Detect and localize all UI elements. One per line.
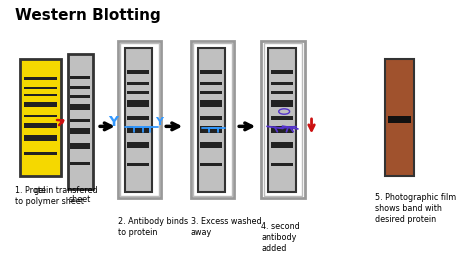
Bar: [384, 60, 414, 176]
Bar: [271, 91, 293, 94]
Bar: [200, 117, 222, 120]
Bar: [70, 87, 90, 90]
Bar: [200, 142, 222, 149]
Bar: [200, 126, 222, 133]
Bar: [128, 101, 149, 107]
Bar: [268, 49, 296, 192]
Bar: [261, 42, 305, 199]
Text: Y: Y: [155, 116, 163, 126]
Bar: [67, 55, 92, 189]
Bar: [120, 44, 159, 196]
Bar: [128, 142, 149, 149]
Bar: [24, 87, 56, 90]
Bar: [200, 83, 222, 86]
Bar: [271, 126, 293, 133]
Bar: [128, 91, 149, 94]
Bar: [24, 123, 56, 128]
Bar: [271, 101, 293, 107]
Bar: [128, 163, 149, 166]
Bar: [128, 126, 149, 133]
Bar: [200, 101, 222, 107]
Bar: [70, 76, 90, 79]
Bar: [24, 115, 56, 118]
Bar: [128, 71, 149, 74]
Bar: [24, 102, 56, 107]
Bar: [125, 49, 152, 192]
Bar: [118, 42, 161, 199]
Bar: [24, 78, 56, 81]
Text: Western Blotting: Western Blotting: [15, 8, 161, 23]
Bar: [70, 119, 90, 122]
Bar: [200, 91, 222, 94]
Bar: [19, 60, 61, 176]
Bar: [24, 153, 56, 155]
Bar: [200, 71, 222, 74]
Bar: [24, 94, 56, 97]
Bar: [264, 44, 302, 196]
Bar: [191, 42, 234, 199]
Text: Y: Y: [108, 114, 118, 128]
Bar: [198, 49, 225, 192]
Bar: [271, 117, 293, 120]
Text: 4. second
antibody
added: 4. second antibody added: [261, 221, 300, 252]
Bar: [70, 104, 90, 110]
Bar: [193, 44, 232, 196]
Text: gel: gel: [34, 185, 46, 194]
Bar: [271, 142, 293, 149]
Text: 2. Antibody binds
to protein: 2. Antibody binds to protein: [118, 216, 188, 236]
Bar: [70, 95, 90, 98]
Bar: [70, 143, 90, 149]
Bar: [271, 71, 293, 74]
Text: sheet: sheet: [69, 194, 91, 203]
Bar: [70, 163, 90, 165]
Bar: [388, 117, 410, 124]
Text: 3. Excess washed
away: 3. Excess washed away: [191, 216, 261, 236]
Bar: [128, 117, 149, 120]
Bar: [200, 163, 222, 166]
Bar: [128, 83, 149, 86]
Bar: [271, 83, 293, 86]
Text: 1. Protein transfered
to polymer sheet: 1. Protein transfered to polymer sheet: [15, 185, 98, 205]
Text: 5. Photographic film
shows band with
desired protein: 5. Photographic film shows band with des…: [375, 192, 456, 223]
Bar: [70, 129, 90, 134]
Bar: [271, 163, 293, 166]
Bar: [24, 136, 56, 141]
